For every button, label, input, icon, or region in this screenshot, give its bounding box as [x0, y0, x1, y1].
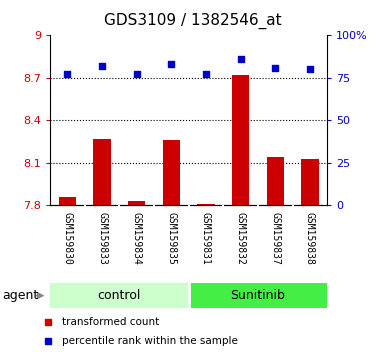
Text: GDS3109 / 1382546_at: GDS3109 / 1382546_at: [104, 12, 281, 29]
Text: transformed count: transformed count: [62, 317, 159, 327]
Bar: [301, 159, 318, 205]
Point: [134, 72, 140, 77]
Point: [99, 63, 105, 69]
Point: [307, 67, 313, 72]
Text: GSM159837: GSM159837: [270, 212, 280, 264]
Bar: [189, 283, 327, 308]
Bar: [93, 139, 111, 205]
Point: [203, 72, 209, 77]
Text: agent: agent: [2, 289, 38, 302]
Text: GSM159830: GSM159830: [62, 212, 72, 264]
Text: GSM159835: GSM159835: [166, 212, 176, 264]
Bar: [232, 75, 249, 205]
Text: GSM159832: GSM159832: [236, 212, 246, 264]
Text: Sunitinib: Sunitinib: [231, 289, 285, 302]
Text: GSM159834: GSM159834: [132, 212, 142, 264]
Text: control: control: [98, 289, 141, 302]
Point: [238, 56, 244, 62]
Point: [272, 65, 278, 70]
Point: [168, 62, 174, 67]
Text: GSM159831: GSM159831: [201, 212, 211, 264]
Bar: [266, 157, 284, 205]
Bar: [59, 197, 76, 205]
Bar: [162, 140, 180, 205]
Text: GSM159833: GSM159833: [97, 212, 107, 264]
Point: [64, 72, 70, 77]
Bar: [128, 201, 145, 205]
Text: percentile rank within the sample: percentile rank within the sample: [62, 336, 238, 346]
Text: GSM159838: GSM159838: [305, 212, 315, 264]
Bar: [50, 283, 189, 308]
Bar: [197, 204, 215, 205]
